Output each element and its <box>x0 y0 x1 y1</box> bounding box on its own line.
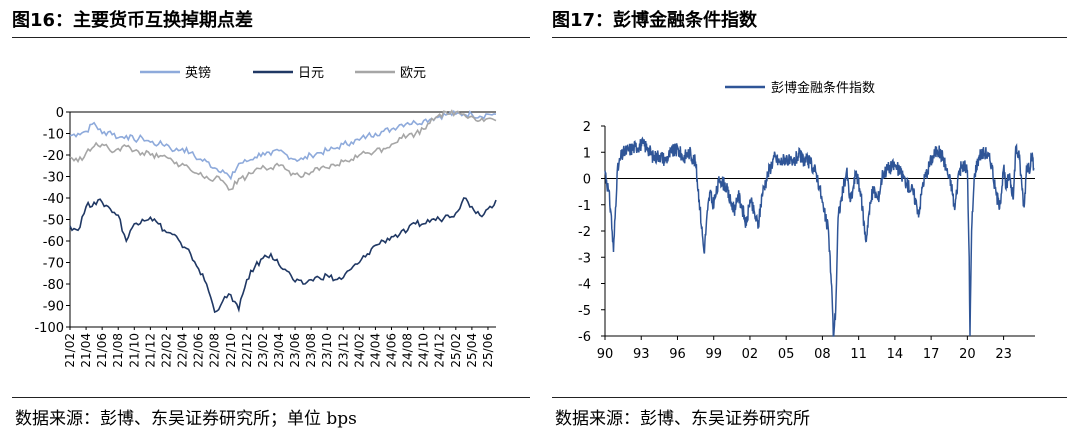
x-tick-label: 22/10 <box>224 333 238 368</box>
left-title-rule <box>12 37 530 38</box>
y-tick-label: -10 <box>43 128 64 143</box>
x-tick-label: 24/12 <box>433 333 447 368</box>
y-tick-label: -20 <box>43 149 64 164</box>
x-tick-label: 23/08 <box>304 333 318 368</box>
x-tick-label: 21/06 <box>95 333 109 368</box>
x-tick-label: 08 <box>814 347 831 362</box>
y-tick-label: -1 <box>578 199 591 214</box>
x-tick-label: 22/12 <box>240 333 254 368</box>
x-tick-label: 22/06 <box>192 333 206 368</box>
legend-label: 彭博金融条件指数 <box>771 80 875 96</box>
x-tick-label: 20 <box>959 347 976 362</box>
right-title-rule <box>552 37 1067 38</box>
x-tick-label: 99 <box>705 347 722 362</box>
x-tick-label: 90 <box>597 347 614 362</box>
series-line-gbp <box>69 109 497 181</box>
y-tick-label: 2 <box>583 120 591 135</box>
y-tick-label: -2 <box>578 225 591 240</box>
x-tick-label: 24/04 <box>368 333 382 368</box>
x-tick-label: 17 <box>923 347 940 362</box>
x-tick-label: 23 <box>995 347 1012 362</box>
left-panel-source: 数据来源：彭博、东吴证券研究所；单位 bps <box>15 409 357 429</box>
x-tick-label: 25/06 <box>481 333 495 368</box>
x-tick-label: 05 <box>778 347 795 362</box>
y-tick-label: -50 <box>43 214 64 229</box>
x-tick-label: 02 <box>742 347 759 362</box>
x-tick-label: 21/02 <box>63 333 77 368</box>
y-tick-label: -90 <box>43 300 64 315</box>
x-tick-label: 23/04 <box>272 333 286 368</box>
x-tick-label: 22/08 <box>208 333 222 368</box>
y-tick-label: -80 <box>43 278 64 293</box>
x-tick-label: 22/02 <box>159 333 173 368</box>
legend-label: 英镑 <box>185 65 211 81</box>
y-tick-label: 0 <box>56 106 64 121</box>
x-tick-label: 21/08 <box>111 333 125 368</box>
x-tick-label: 24/06 <box>385 333 399 368</box>
y-tick-label: -40 <box>43 192 64 207</box>
y-tick-label: -100 <box>34 321 64 336</box>
x-tick-label: 25/04 <box>465 333 479 368</box>
x-tick-label: 25/02 <box>449 333 463 368</box>
y-tick-label: -60 <box>43 235 64 250</box>
x-tick-label: 24/08 <box>401 333 415 368</box>
y-tick-label: -30 <box>43 171 64 186</box>
left-source-rule <box>12 397 530 398</box>
y-tick-label: -3 <box>578 251 591 266</box>
y-tick-label: -6 <box>578 330 591 345</box>
y-tick-label: -4 <box>578 278 591 293</box>
right-panel-source: 数据来源：彭博、东吴证券研究所 <box>555 409 810 429</box>
left-panel-title: 图16：主要货币互换掉期点差 <box>12 10 254 31</box>
x-tick-label: 24/10 <box>417 333 431 368</box>
x-tick-label: 24/02 <box>352 333 366 368</box>
x-tick-label: 23/06 <box>288 333 302 368</box>
y-tick-label: 0 <box>583 173 591 188</box>
legend-label: 欧元 <box>400 66 426 81</box>
x-tick-label: 96 <box>669 347 686 362</box>
x-tick-label: 21/10 <box>127 333 141 368</box>
x-tick-label: 14 <box>887 347 904 362</box>
x-tick-label: 21/04 <box>79 333 93 368</box>
series-line-jpy <box>69 197 497 314</box>
x-tick-label: 93 <box>633 347 650 362</box>
x-tick-label: 21/12 <box>143 333 157 368</box>
y-tick-label: -70 <box>43 257 64 272</box>
right-source-rule <box>552 397 1067 398</box>
financial-conditions-chart: 2 1 0 -1 -2 -3 -4 -5 -6 90 93 96 99 02 05 08 11 14 17 20 23 彭… <box>578 80 1035 362</box>
x-tick-label: 23/10 <box>320 333 334 368</box>
x-tick-label: 23/02 <box>256 333 270 368</box>
y-tick-label: -5 <box>578 304 591 319</box>
x-tick-label: 11 <box>850 347 867 362</box>
series-line-fci <box>604 136 1035 337</box>
y-tick-label: 1 <box>583 146 591 161</box>
right-panel-title: 图17：彭博金融条件指数 <box>552 10 758 31</box>
x-tick-label: 23/12 <box>336 333 350 368</box>
x-tick-label: 22/04 <box>176 333 190 368</box>
legend-label: 日元 <box>298 66 324 81</box>
series-line-eur <box>69 109 497 191</box>
